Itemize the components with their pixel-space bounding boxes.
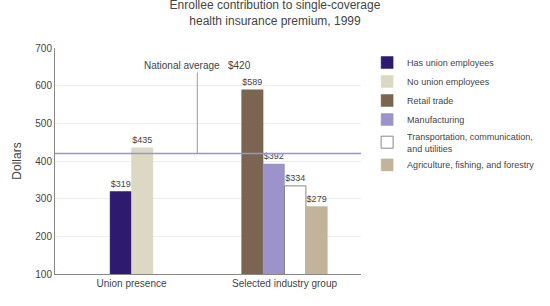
svg-text:$279: $279 bbox=[307, 194, 327, 204]
svg-text:400: 400 bbox=[35, 156, 52, 167]
svg-text:$334: $334 bbox=[285, 173, 305, 183]
svg-text:National average $420: National average $420 bbox=[144, 60, 251, 71]
svg-text:$435: $435 bbox=[132, 135, 152, 145]
svg-text:Manufacturing: Manufacturing bbox=[407, 115, 464, 125]
svg-text:Transportation, communication,: Transportation, communication,and utilit… bbox=[407, 132, 533, 154]
svg-text:700: 700 bbox=[35, 43, 52, 54]
svg-text:Dollars: Dollars bbox=[10, 142, 24, 179]
svg-text:200: 200 bbox=[35, 231, 52, 242]
svg-text:100: 100 bbox=[35, 269, 52, 280]
svg-text:Has union employees: Has union employees bbox=[407, 58, 494, 68]
svg-text:Union presence: Union presence bbox=[96, 278, 166, 289]
svg-text:No union employees: No union employees bbox=[407, 77, 490, 87]
svg-text:Agriculture, fishing, and fore: Agriculture, fishing, and forestry bbox=[407, 160, 534, 170]
svg-text:$589: $589 bbox=[242, 77, 262, 87]
svg-text:$392: $392 bbox=[264, 151, 284, 161]
svg-text:Enrollee contribution to singl: Enrollee contribution to single-coverage… bbox=[170, 0, 381, 28]
svg-text:Retail trade: Retail trade bbox=[407, 96, 453, 106]
svg-text:600: 600 bbox=[35, 80, 52, 91]
svg-text:Selected industry group: Selected industry group bbox=[232, 278, 338, 289]
svg-text:300: 300 bbox=[35, 193, 52, 204]
svg-text:500: 500 bbox=[35, 118, 52, 129]
svg-text:$319: $319 bbox=[111, 179, 131, 189]
